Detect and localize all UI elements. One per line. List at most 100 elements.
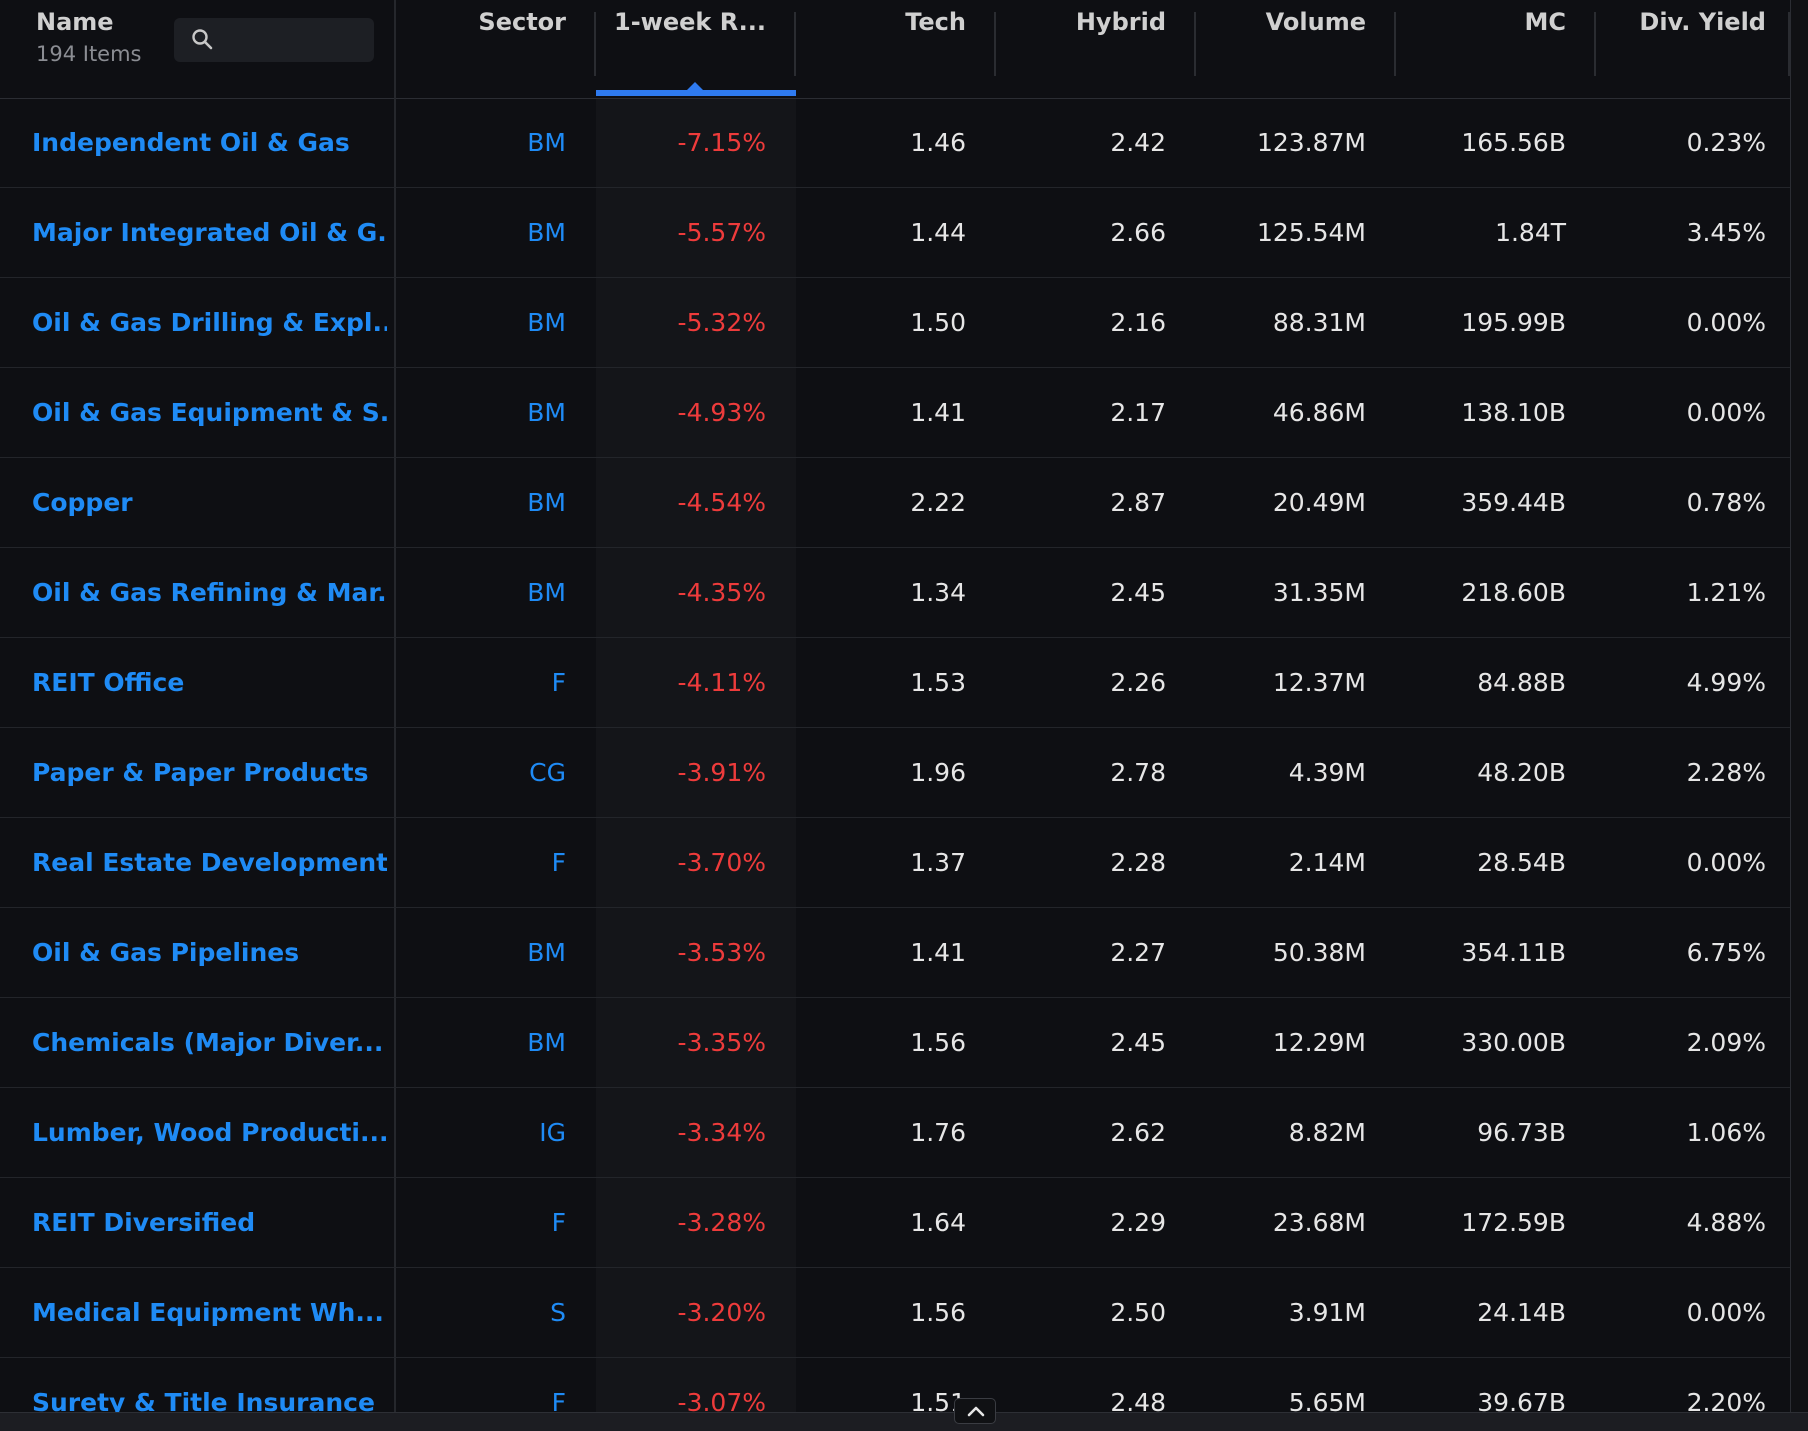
- row-volume: 2.14M: [1288, 848, 1366, 877]
- row-tech: 1.46: [910, 128, 966, 157]
- row-tech: 1.53: [910, 668, 966, 697]
- row-sector-link[interactable]: BM: [527, 218, 566, 247]
- sorted-column-highlight: [596, 98, 796, 1412]
- column-header-sector[interactable]: Sector: [478, 8, 566, 36]
- column-header-volume[interactable]: Volume: [1265, 8, 1366, 36]
- row-name-link[interactable]: Oil & Gas Pipelines: [32, 938, 300, 967]
- row-div-yield: 0.00%: [1686, 308, 1766, 337]
- row-div-yield: 4.99%: [1686, 668, 1766, 697]
- table-row[interactable]: REIT Diversified F -3.28% 1.64 2.29 23.68M 172…: [0, 1178, 1790, 1268]
- chevron-up-icon: [967, 1406, 985, 1417]
- row-sector-link[interactable]: BM: [527, 308, 566, 337]
- row-div-yield: 0.78%: [1686, 488, 1766, 517]
- row-sector-link[interactable]: F: [551, 1388, 566, 1417]
- row-hybrid: 2.87: [1110, 488, 1166, 517]
- table-row[interactable]: Medical Equipment Wh... S -3.20% 1.56 2.50 3.…: [0, 1268, 1790, 1358]
- row-week-return: -4.54%: [677, 488, 766, 517]
- vertical-scrollbar[interactable]: [1790, 0, 1808, 1412]
- row-name-link[interactable]: REIT Office: [32, 668, 185, 697]
- row-hybrid: 2.26: [1110, 668, 1166, 697]
- row-sector-link[interactable]: F: [551, 1208, 566, 1237]
- row-week-return: -3.28%: [677, 1208, 766, 1237]
- row-name-link[interactable]: Oil & Gas Refining & Mar...: [32, 578, 387, 607]
- row-hybrid: 2.16: [1110, 308, 1166, 337]
- row-div-yield: 0.23%: [1686, 128, 1766, 157]
- column-header-week[interactable]: 1-week R...: [614, 8, 766, 36]
- row-div-yield: 0.00%: [1686, 848, 1766, 877]
- row-hybrid: 2.62: [1110, 1118, 1166, 1147]
- row-week-return: -4.93%: [677, 398, 766, 427]
- row-div-yield: 0.00%: [1686, 1298, 1766, 1327]
- column-divider[interactable]: [994, 12, 996, 76]
- row-volume: 20.49M: [1272, 488, 1366, 517]
- row-div-yield: 1.06%: [1686, 1118, 1766, 1147]
- row-name-link[interactable]: Major Integrated Oil & G...: [32, 218, 387, 247]
- row-name-link[interactable]: Chemicals (Major Diver...: [32, 1028, 384, 1057]
- table-row[interactable]: Chemicals (Major Diver... BM -3.35% 1.56 2.4…: [0, 998, 1790, 1088]
- row-week-return: -3.20%: [677, 1298, 766, 1327]
- column-divider[interactable]: [1394, 12, 1396, 76]
- row-name-link[interactable]: Oil & Gas Drilling & Expl...: [32, 308, 387, 337]
- table-row[interactable]: Oil & Gas Pipelines BM -3.53% 1.41 2.27 50.38…: [0, 908, 1790, 998]
- row-name-link[interactable]: Oil & Gas Equipment & S...: [32, 398, 387, 427]
- table-row[interactable]: Major Integrated Oil & G... BM -5.57% 1.44 2…: [0, 188, 1790, 278]
- row-hybrid: 2.17: [1110, 398, 1166, 427]
- column-header-mc[interactable]: MC: [1524, 8, 1567, 36]
- row-tech: 1.37: [910, 848, 966, 877]
- row-week-return: -5.32%: [677, 308, 766, 337]
- row-mc: 165.56B: [1461, 128, 1566, 157]
- row-name-link[interactable]: Independent Oil & Gas: [32, 128, 350, 157]
- column-divider[interactable]: [1788, 12, 1790, 76]
- table-row[interactable]: Independent Oil & Gas BM -7.15% 1.46 2.42 123…: [0, 98, 1790, 188]
- row-name-link[interactable]: REIT Diversified: [32, 1208, 256, 1237]
- row-name-link[interactable]: Real Estate Development: [32, 848, 387, 877]
- column-divider[interactable]: [1194, 12, 1196, 76]
- row-week-return: -3.91%: [677, 758, 766, 787]
- table-row[interactable]: Real Estate Development F -3.70% 1.37 2.28 2.…: [0, 818, 1790, 908]
- row-tech: 1.41: [910, 938, 966, 967]
- row-sector-link[interactable]: BM: [527, 1028, 566, 1057]
- row-div-yield: 2.09%: [1686, 1028, 1766, 1057]
- row-mc: 84.88B: [1477, 668, 1566, 697]
- column-header-hybrid[interactable]: Hybrid: [1075, 8, 1166, 36]
- column-header-name[interactable]: Name: [36, 8, 114, 36]
- row-sector-link[interactable]: BM: [527, 488, 566, 517]
- row-tech: 2.22: [910, 488, 966, 517]
- row-name-link[interactable]: Medical Equipment Wh...: [32, 1298, 384, 1327]
- row-mc: 218.60B: [1461, 578, 1566, 607]
- table-row[interactable]: Paper & Paper Products CG -3.91% 1.96 2.78 4.…: [0, 728, 1790, 818]
- row-sector-link[interactable]: F: [551, 848, 566, 877]
- row-sector-link[interactable]: BM: [527, 938, 566, 967]
- row-sector-link[interactable]: BM: [527, 128, 566, 157]
- row-tech: 1.34: [910, 578, 966, 607]
- items-count: 194 Items: [36, 42, 142, 66]
- row-sector-link[interactable]: BM: [527, 398, 566, 427]
- row-sector-link[interactable]: F: [551, 668, 566, 697]
- column-divider[interactable]: [794, 12, 796, 76]
- row-volume: 8.82M: [1288, 1118, 1366, 1147]
- table-row[interactable]: Oil & Gas Equipment & S... BM -4.93% 1.41 2.…: [0, 368, 1790, 458]
- row-mc: 195.99B: [1461, 308, 1566, 337]
- row-name-link[interactable]: Paper & Paper Products: [32, 758, 369, 787]
- column-header-div-yield[interactable]: Div. Yield: [1639, 8, 1766, 36]
- table-body: Independent Oil & Gas BM -7.15% 1.46 2.42 123…: [0, 98, 1790, 1431]
- table-row[interactable]: Oil & Gas Drilling & Expl... BM -5.32% 1.50…: [0, 278, 1790, 368]
- row-hybrid: 2.66: [1110, 218, 1166, 247]
- column-divider[interactable]: [594, 12, 596, 76]
- row-sector-link[interactable]: CG: [529, 758, 566, 787]
- row-name-link[interactable]: Copper: [32, 488, 133, 517]
- table-row[interactable]: Copper BM -4.54% 2.22 2.87 20.49M 359.44B 0.78%: [0, 458, 1790, 548]
- row-mc: 354.11B: [1461, 938, 1566, 967]
- row-sector-link[interactable]: BM: [527, 578, 566, 607]
- table-row[interactable]: REIT Office F -4.11% 1.53 2.26 12.37M 84.88B 4.…: [0, 638, 1790, 728]
- row-mc: 359.44B: [1461, 488, 1566, 517]
- row-sector-link[interactable]: S: [550, 1298, 566, 1327]
- column-divider[interactable]: [1594, 12, 1596, 76]
- column-header-tech[interactable]: Tech: [905, 8, 966, 36]
- search-input[interactable]: [174, 18, 374, 62]
- table-row[interactable]: Oil & Gas Refining & Mar... BM -4.35% 1.34 2…: [0, 548, 1790, 638]
- collapse-panel-button[interactable]: [954, 1398, 996, 1424]
- row-sector-link[interactable]: IG: [539, 1118, 566, 1147]
- table-row[interactable]: Lumber, Wood Producti... IG -3.34% 1.76 2.62…: [0, 1088, 1790, 1178]
- row-name-link[interactable]: Lumber, Wood Producti...: [32, 1118, 387, 1147]
